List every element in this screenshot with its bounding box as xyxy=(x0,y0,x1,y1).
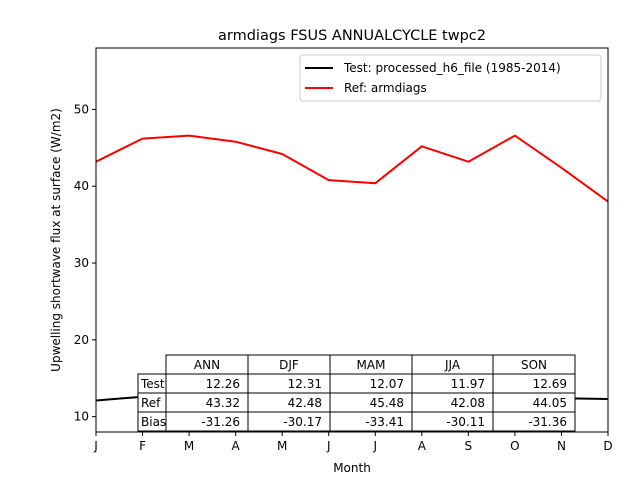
table-cell-value: 12.07 xyxy=(370,377,404,391)
x-tick-label: M xyxy=(277,439,287,453)
table-cell-value: 12.31 xyxy=(288,377,322,391)
table-cell-value: 12.69 xyxy=(533,377,567,391)
table-column-header: SON xyxy=(521,358,547,372)
table-column-header: DJF xyxy=(279,358,299,372)
x-tick-label: J xyxy=(326,439,331,453)
table-row-label: Ref xyxy=(141,396,161,410)
legend-label: Test: processed_h6_file (1985-2014) xyxy=(343,61,561,75)
table-cell-value: 44.05 xyxy=(533,396,567,410)
y-tick-label: 20 xyxy=(74,333,89,347)
axes-frame xyxy=(95,47,609,433)
table-cell-value: -30.17 xyxy=(283,415,322,429)
table-cell-value: 42.48 xyxy=(288,396,322,410)
legend-box xyxy=(299,54,602,102)
y-tick-label: 40 xyxy=(74,179,89,193)
x-tick-label: S xyxy=(465,439,473,453)
x-tick-label: A xyxy=(232,439,241,453)
table-cell-value: 11.97 xyxy=(451,377,485,391)
x-tick-label: A xyxy=(418,439,427,453)
x-tick-label: J xyxy=(372,439,377,453)
table-cell-value: 12.26 xyxy=(206,377,240,391)
series-line-ref xyxy=(95,134,609,203)
table-column-header: JJA xyxy=(444,358,461,372)
legend: Test: processed_h6_file (1985-2014) Ref: … xyxy=(299,54,602,102)
y-axis-label: Upwelling shortwave flux at surface (W/m… xyxy=(49,108,63,372)
table-column-header: MAM xyxy=(357,358,386,372)
y-tick-label: 30 xyxy=(74,256,89,270)
table-cell xyxy=(492,411,576,432)
table-cell-value: -31.36 xyxy=(528,415,567,429)
x-tick-label: F xyxy=(139,439,146,453)
x-tick-label: O xyxy=(510,439,519,453)
stats-table: ANN DJF MAM JJA SON 12.26 12.31 12.07 11.97 12.69… xyxy=(137,354,576,432)
table-cell-value: 45.48 xyxy=(370,396,404,410)
x-tick-label: J xyxy=(93,439,98,453)
table-cell-value: 43.32 xyxy=(206,396,240,410)
table-cell-value: 42.08 xyxy=(451,396,485,410)
chart-title: armdiags FSUS ANNUALCYCLE twpc2 xyxy=(218,28,486,44)
table-column-header: ANN xyxy=(194,358,220,372)
x-tick-label: N xyxy=(557,439,566,453)
x-axis-label: Month xyxy=(333,461,371,475)
y-tick-label: 10 xyxy=(74,410,89,424)
table-cell-value: -31.26 xyxy=(201,415,240,429)
x-tick-label: D xyxy=(603,439,612,453)
y-tick-label: 50 xyxy=(74,102,89,116)
x-tick-label: M xyxy=(184,439,194,453)
table-cell-value: -33.41 xyxy=(365,415,404,429)
table-row-label: Test xyxy=(140,377,165,391)
table-cell-value: -30.11 xyxy=(446,415,485,429)
legend-label: Ref: armdiags xyxy=(344,81,427,95)
table-row-label: Bias xyxy=(141,415,166,429)
